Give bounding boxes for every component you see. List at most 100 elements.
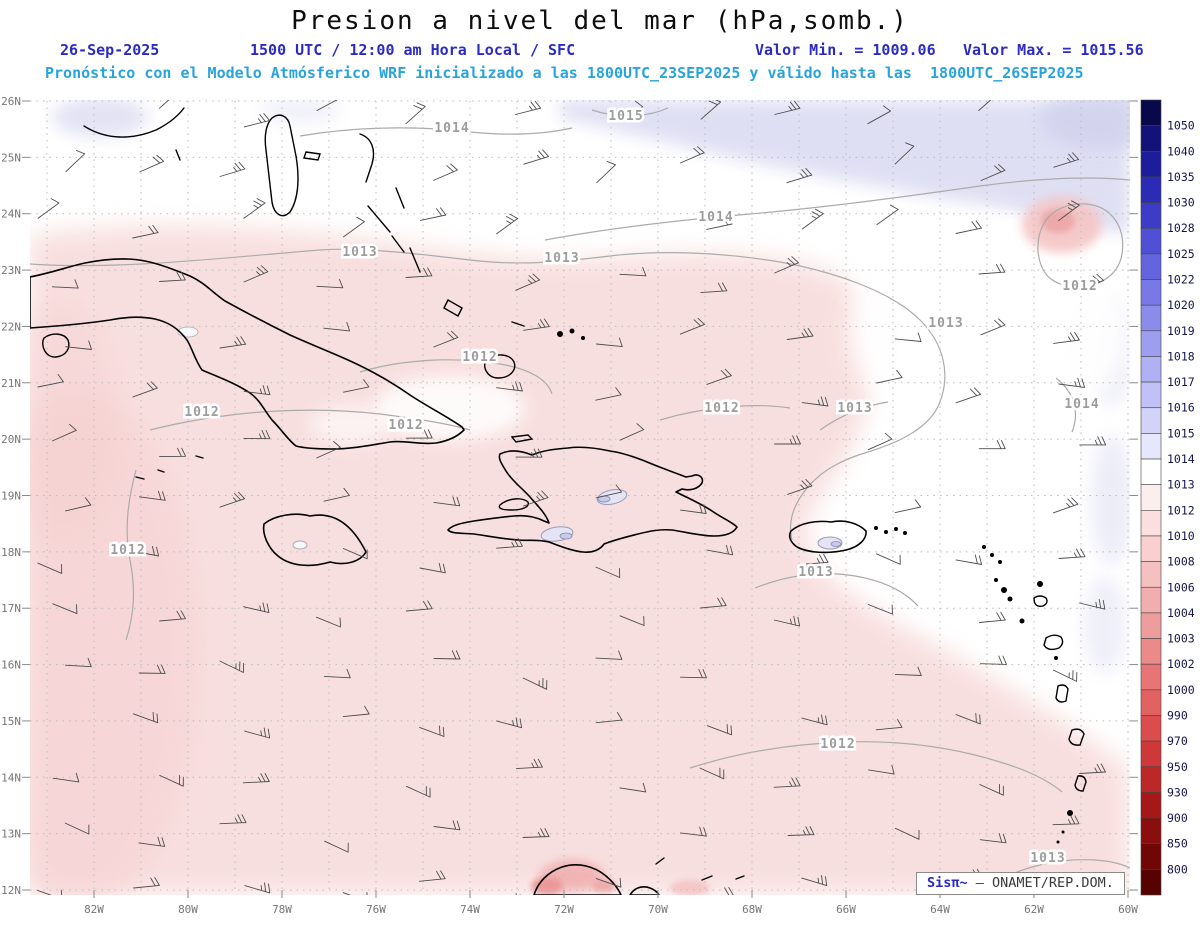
svg-text:19N: 19N <box>1 489 21 502</box>
svg-text:1012: 1012 <box>110 543 145 558</box>
svg-text:17N: 17N <box>1 602 21 615</box>
svg-text:64W: 64W <box>930 903 950 916</box>
svg-text:1013: 1013 <box>544 251 579 266</box>
svg-text:1002: 1002 <box>1167 657 1195 671</box>
coastline-martinique <box>1068 728 1085 746</box>
svg-text:24N: 24N <box>1 208 21 221</box>
svg-text:1012: 1012 <box>1167 503 1195 517</box>
svg-text:60W: 60W <box>1118 903 1138 916</box>
svg-text:1012: 1012 <box>820 737 855 752</box>
svg-text:1013: 1013 <box>837 401 872 416</box>
coastline-exumas <box>367 205 405 253</box>
coastline-antigua <box>1033 595 1048 608</box>
svg-text:1013: 1013 <box>1167 478 1195 492</box>
coastline-isla-juventud <box>42 333 70 358</box>
svg-text:800: 800 <box>1167 862 1188 876</box>
svg-text:1010: 1010 <box>1167 529 1195 543</box>
wind-barbs <box>37 100 1107 895</box>
svg-text:1000: 1000 <box>1167 683 1195 697</box>
coastline-andros <box>264 114 299 217</box>
valid-date-label: 26-Sep-2025 <box>60 41 160 59</box>
svg-text:23N: 23N <box>1 264 21 277</box>
system-label: Sisπ~ <box>927 875 968 891</box>
valid-time-label: 1500 UTC / 12:00 am Hora Local / SFC <box>250 41 576 59</box>
pressure-shading <box>30 100 1130 895</box>
svg-text:1014: 1014 <box>698 210 733 225</box>
svg-text:1016: 1016 <box>1167 401 1195 415</box>
svg-text:1012: 1012 <box>1062 279 1097 294</box>
coastline-hispaniola <box>447 446 738 553</box>
coastline-st-vincent <box>1067 810 1073 816</box>
coastline-crooked-island <box>443 299 463 317</box>
svg-text:66W: 66W <box>836 903 856 916</box>
svg-text:16N: 16N <box>1 659 21 672</box>
svg-text:970: 970 <box>1167 734 1188 748</box>
svg-text:82W: 82W <box>84 903 104 916</box>
svg-text:12N: 12N <box>1 884 21 897</box>
svg-text:80W: 80W <box>178 903 198 916</box>
svg-text:1030: 1030 <box>1167 196 1195 210</box>
svg-text:1015: 1015 <box>1167 426 1195 440</box>
coastline-dominica <box>1055 684 1069 703</box>
svg-text:1014: 1014 <box>434 121 469 136</box>
svg-text:76W: 76W <box>366 903 386 916</box>
svg-text:1013: 1013 <box>798 565 833 580</box>
coastline-long-island <box>409 247 421 273</box>
min-value-label: Valor Min. = 1009.06 <box>755 41 936 59</box>
svg-text:1008: 1008 <box>1167 555 1195 569</box>
svg-text:1014: 1014 <box>1064 397 1099 412</box>
svg-text:900: 900 <box>1167 811 1188 825</box>
svg-text:1035: 1035 <box>1167 170 1195 184</box>
svg-text:1012: 1012 <box>704 401 739 416</box>
coastlines <box>30 107 1087 895</box>
svg-text:1022: 1022 <box>1167 273 1195 287</box>
coastline-jamaica <box>262 513 367 567</box>
coastline-bimini <box>175 149 181 161</box>
svg-text:15N: 15N <box>1 715 21 728</box>
svg-text:68W: 68W <box>742 903 762 916</box>
svg-text:62W: 62W <box>1024 903 1044 916</box>
terrain-pressure-spots <box>177 326 843 550</box>
grid-lines <box>30 100 1130 891</box>
coastline-st-lucia <box>1074 775 1087 792</box>
svg-text:990: 990 <box>1167 709 1188 723</box>
svg-text:13N: 13N <box>1 828 21 841</box>
coastline-abc-islands <box>655 857 745 881</box>
svg-text:1004: 1004 <box>1167 606 1195 620</box>
svg-text:78W: 78W <box>272 903 292 916</box>
svg-text:1013: 1013 <box>342 245 377 260</box>
svg-text:950: 950 <box>1167 760 1188 774</box>
svg-text:1028: 1028 <box>1167 221 1195 235</box>
svg-text:1012: 1012 <box>388 418 423 433</box>
coastline-virgin-islands <box>874 526 878 530</box>
svg-text:1015: 1015 <box>608 109 643 124</box>
svg-text:1019: 1019 <box>1167 324 1195 338</box>
svg-text:1012: 1012 <box>184 405 219 420</box>
svg-text:1050: 1050 <box>1167 119 1195 133</box>
svg-text:22N: 22N <box>1 320 21 333</box>
forecast-info-label: Pronóstico con el Modelo Atmósferico WRF… <box>45 64 1084 82</box>
svg-text:1025: 1025 <box>1167 247 1195 261</box>
pressure-colorbar: 1050 1040 1035 1030 1028 1025 1022 1020 1019 1018… <box>1140 99 1195 896</box>
coastline-puerto-rico <box>788 520 867 554</box>
coastline-barbuda <box>1037 581 1043 587</box>
credit-box: Sisπ~ — ONAMET/REP.DOM. <box>916 872 1125 895</box>
coastline-anguilla <box>982 545 986 549</box>
coastline-gonave <box>498 498 529 511</box>
svg-text:1014: 1014 <box>1167 452 1195 466</box>
coastline-new-providence <box>303 151 321 161</box>
svg-text:1012: 1012 <box>462 350 497 365</box>
svg-text:72W: 72W <box>554 903 574 916</box>
svg-text:14N: 14N <box>1 771 21 784</box>
svg-text:1003: 1003 <box>1167 632 1195 646</box>
svg-text:21N: 21N <box>1 377 21 390</box>
coastline-st-kitts <box>1001 587 1007 593</box>
coastline-cuba <box>30 258 465 450</box>
svg-text:70W: 70W <box>648 903 668 916</box>
svg-text:20N: 20N <box>1 433 21 446</box>
coastline-guajira <box>533 864 622 895</box>
svg-text:1040: 1040 <box>1167 144 1195 158</box>
svg-text:18N: 18N <box>1 546 21 559</box>
